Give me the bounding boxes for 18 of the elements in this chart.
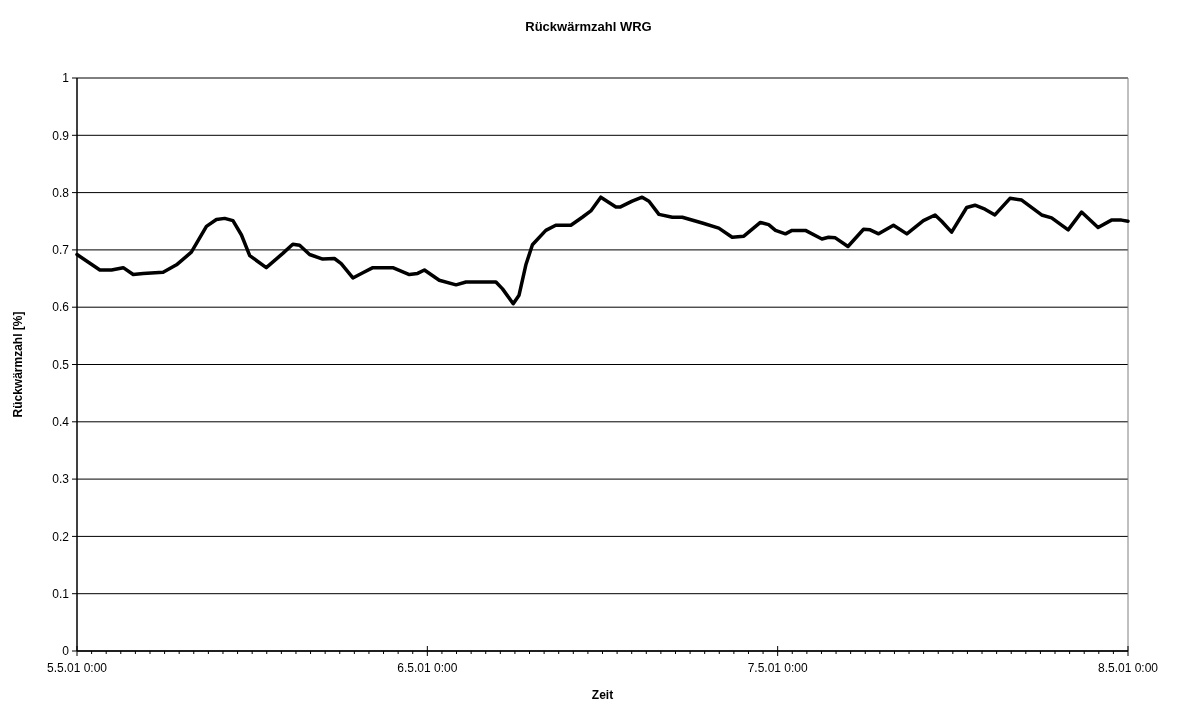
y-axis-title: Rückwärmzahl [%] xyxy=(11,311,25,418)
y-tick-label: 0.6 xyxy=(52,300,70,315)
y-tick-label: 0 xyxy=(62,644,70,659)
x-tick-label: 7.5.01 0:00 xyxy=(747,661,809,675)
y-tick-label: 0.7 xyxy=(52,243,70,258)
y-tick-label: 0.9 xyxy=(52,128,70,143)
y-tick-label: 0.5 xyxy=(52,357,70,372)
y-tick-label: 0.2 xyxy=(52,529,70,544)
x-axis-title: Zeit xyxy=(591,688,614,702)
y-tick-label: 0.3 xyxy=(52,472,70,487)
y-tick-label: 0.1 xyxy=(52,586,70,601)
x-tick-label: 6.5.01 0:00 xyxy=(397,661,458,675)
x-tick-label: 8.5.01 0:00 xyxy=(1097,661,1159,675)
y-tick-label: 1 xyxy=(62,71,70,86)
chart-title: Rückwärmzahl WRG xyxy=(525,19,652,34)
x-tick-label: 5.5.01 0:00 xyxy=(46,661,108,675)
y-tick-label: 0.4 xyxy=(52,415,70,429)
y-tick-label: 0.8 xyxy=(52,185,70,200)
